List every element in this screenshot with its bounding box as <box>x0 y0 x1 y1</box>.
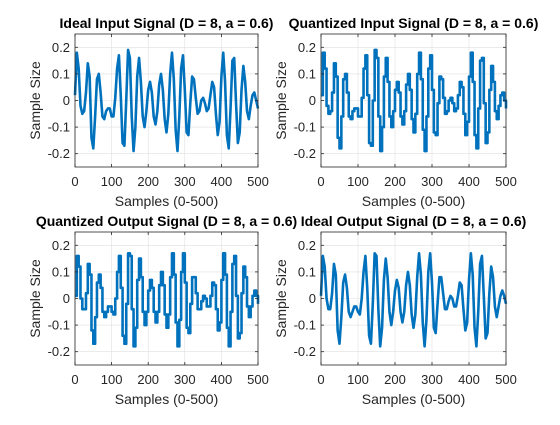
chart-title: Ideal Output Signal (D = 8, a = 0.6) <box>301 213 527 229</box>
subplot-1: 0 100 200 300 400 500 -0.2 -0.1 0 0.1 0.2 Ideal Inp… <box>27 15 273 209</box>
y-tick-label: -0.1 <box>48 120 70 135</box>
x-tick-label: 400 <box>211 372 233 387</box>
y-tick-label: -0.2 <box>48 146 70 161</box>
x-tick-label: 500 <box>495 372 517 387</box>
y-axis-label: Sample Size <box>273 259 289 338</box>
x-axis-label: Samples (0-500) <box>362 391 466 407</box>
x-axis-label: Samples (0-500) <box>115 391 219 407</box>
chart-title: Quantized Output Signal (D = 8, a = 0.6) <box>36 213 297 229</box>
y-tick-label: 0 <box>309 93 316 108</box>
x-tick-label: 100 <box>347 372 369 387</box>
y-tick-label: 0 <box>63 93 70 108</box>
x-tick-label: 400 <box>458 174 480 189</box>
chart-title: Ideal Input Signal (D = 8, a = 0.6) <box>60 15 274 31</box>
y-tick-label: -0.1 <box>294 318 316 333</box>
y-tick-label: -0.2 <box>48 344 70 359</box>
y-tick-label: -0.1 <box>48 318 70 333</box>
x-tick-label: 500 <box>495 174 517 189</box>
y-tick-label: 0 <box>309 291 316 306</box>
series-line <box>321 48 508 153</box>
y-tick-label: -0.2 <box>294 344 316 359</box>
y-tick-label: 0.1 <box>298 264 316 279</box>
y-tick-label: -0.2 <box>294 146 316 161</box>
x-tick-label: 500 <box>247 174 269 189</box>
y-tick-label: -0.1 <box>294 120 316 135</box>
x-tick-label: 300 <box>421 174 443 189</box>
x-tick-label: 100 <box>101 372 123 387</box>
x-tick-label: 400 <box>458 372 480 387</box>
subplot-4: 0 100 200 300 400 500 -0.2 -0.1 0 0.1 0.2 Ideal Out… <box>273 213 526 407</box>
x-tick-label: 100 <box>347 174 369 189</box>
series-line <box>73 48 260 153</box>
x-tick-label: 400 <box>211 174 233 189</box>
y-tick-label: 0.1 <box>298 66 316 81</box>
x-tick-label: 0 <box>71 174 78 189</box>
series-line <box>319 251 508 348</box>
y-tick-label: 0.1 <box>52 66 70 81</box>
chart-title: Quantized Input Signal (D = 8, a = 0.6) <box>289 15 539 31</box>
series-line <box>75 251 260 348</box>
x-tick-label: 300 <box>174 174 196 189</box>
x-axis-label: Samples (0-500) <box>115 193 219 209</box>
y-axis-label: Sample Size <box>27 259 43 338</box>
y-tick-label: 0.2 <box>52 40 70 55</box>
y-axis-label: Sample Size <box>27 61 43 140</box>
x-tick-label: 100 <box>101 174 123 189</box>
x-tick-label: 200 <box>137 372 159 387</box>
y-tick-label: 0.2 <box>298 40 316 55</box>
x-axis-label: Samples (0-500) <box>362 193 466 209</box>
x-tick-label: 200 <box>137 174 159 189</box>
y-tick-label: 0.2 <box>52 238 70 253</box>
y-tick-label: 0 <box>63 291 70 306</box>
x-tick-label: 0 <box>71 372 78 387</box>
x-tick-label: 300 <box>174 372 196 387</box>
x-tick-label: 300 <box>421 372 443 387</box>
y-tick-label: 0.2 <box>298 238 316 253</box>
x-tick-label: 200 <box>384 372 406 387</box>
x-tick-label: 0 <box>317 372 324 387</box>
subplot-3: 0 100 200 300 400 500 -0.2 -0.1 0 0.1 0.2 Quantized… <box>27 213 297 407</box>
subplot-2: 0 100 200 300 400 500 -0.2 -0.1 0 0.1 0.2 Quantized… <box>273 15 538 209</box>
x-tick-label: 500 <box>247 372 269 387</box>
x-tick-label: 0 <box>317 174 324 189</box>
y-axis-label: Sample Size <box>273 61 289 140</box>
x-tick-label: 200 <box>384 174 406 189</box>
y-tick-label: 0.1 <box>52 264 70 279</box>
